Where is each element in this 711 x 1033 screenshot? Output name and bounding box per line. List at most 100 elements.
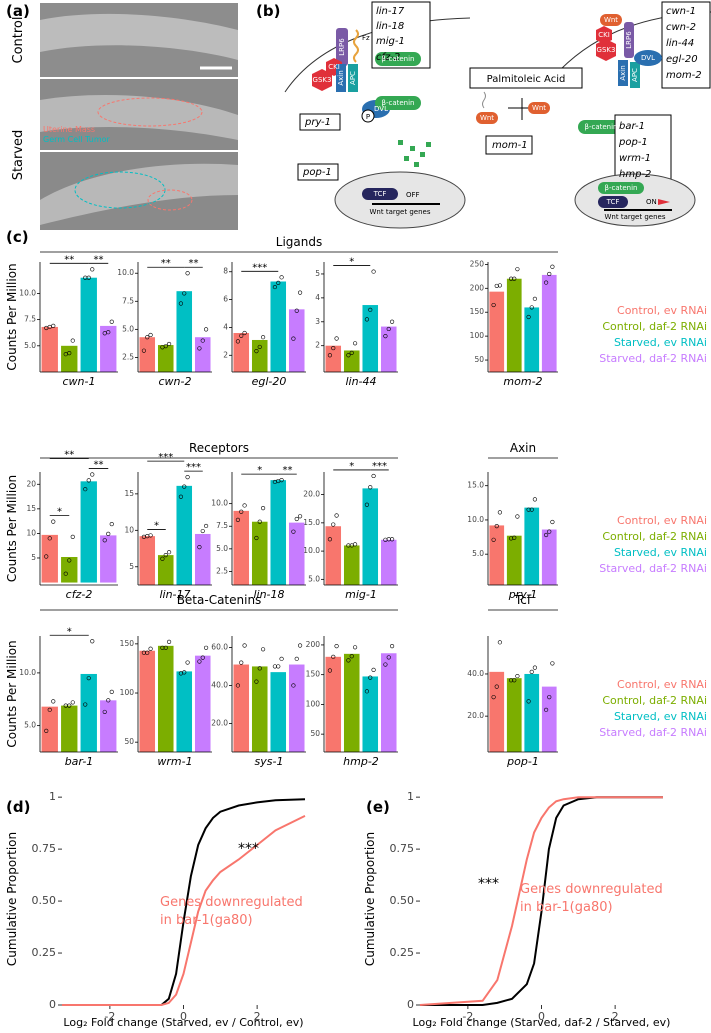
y-tick-label: 60.0 <box>211 642 228 651</box>
replicate-point <box>352 341 358 346</box>
replicate-point <box>203 523 209 529</box>
replicate-point <box>364 317 370 322</box>
y-tick-label: 8 <box>223 267 228 276</box>
replicate-point <box>349 654 354 659</box>
replicate-point <box>67 558 72 563</box>
replicate-point <box>364 689 370 694</box>
condition-label: Control <box>11 17 26 64</box>
significance-label: ** <box>94 254 104 265</box>
bar <box>233 333 250 372</box>
replicate-point <box>491 302 496 308</box>
y-tick-label: 5 <box>129 562 134 571</box>
bar <box>270 480 287 585</box>
replicate-point <box>529 507 534 512</box>
bar <box>41 706 58 752</box>
y-axis-title: Counts Per Million <box>5 475 19 582</box>
gene-label: cwn-1 <box>666 6 696 17</box>
replicate-point <box>386 655 391 660</box>
replicate-point <box>148 332 153 338</box>
replicate-point <box>86 478 91 483</box>
y-tick-label: 2 <box>315 341 320 350</box>
bar <box>233 664 250 752</box>
replicate-point <box>389 537 395 542</box>
bar <box>251 339 268 372</box>
replicate-point <box>260 335 266 340</box>
bar <box>325 656 342 752</box>
replicate-point <box>279 275 284 280</box>
y-tick-label: 20.0 <box>211 718 228 727</box>
bar <box>41 534 58 583</box>
y-tick-label: 6 <box>223 295 228 304</box>
bar <box>506 535 522 585</box>
significance-label: *** <box>158 452 173 463</box>
replicate-point <box>543 280 549 285</box>
y-tick-label: 5 <box>31 553 36 562</box>
y-tick-label: 15.0 <box>467 481 484 490</box>
replicate-point <box>44 554 49 559</box>
bar <box>251 521 268 585</box>
replicate-point <box>185 271 190 276</box>
bar <box>325 526 342 585</box>
state-label: OFF <box>406 191 420 199</box>
y-tick-label: 0.50 <box>32 894 57 907</box>
replicate-point <box>383 334 388 339</box>
x-axis-title: Log₂ Fold change (Starved, ev / Control,… <box>63 1016 303 1029</box>
bar <box>80 673 97 752</box>
bar <box>157 345 174 372</box>
protein-label: Wnt <box>480 114 494 122</box>
y-tick-label: 200 <box>470 283 485 292</box>
significance-label: *** <box>186 462 201 473</box>
replicate-point <box>529 669 534 674</box>
replicate-point <box>550 264 555 269</box>
y-tick-label: 10.0 <box>303 546 320 555</box>
annotation: Genes downregulated <box>520 882 663 897</box>
y-tick-label: 200 <box>306 640 321 649</box>
y-tick-label: 10 <box>26 528 36 537</box>
replicate-point <box>334 513 339 518</box>
y-tick-label: 15 <box>124 489 134 498</box>
replicate-point <box>276 664 281 669</box>
bar <box>380 539 397 585</box>
replicate-point <box>294 516 299 522</box>
replicate-point <box>383 662 388 667</box>
y-tick-label: 4 <box>223 322 228 331</box>
bar <box>194 655 211 752</box>
replicate-point <box>389 644 395 649</box>
y-tick-label: 7.5 <box>122 296 134 305</box>
replicate-point <box>497 283 503 288</box>
gene-label: pop-1 <box>618 137 648 148</box>
protein-label: Wnt <box>532 104 546 112</box>
panel-label: (e) <box>366 798 390 816</box>
significance-label: ** <box>189 258 199 269</box>
replicate-point <box>160 556 165 561</box>
bar <box>288 522 305 585</box>
replicate-point <box>272 284 278 290</box>
replicate-point <box>526 507 531 512</box>
y-tick-label: 0.75 <box>390 842 415 855</box>
replicate-point <box>182 670 187 675</box>
bar <box>524 307 540 372</box>
y-tick-label: 50 <box>310 729 320 738</box>
significance-label: * <box>257 465 262 476</box>
target-label: Wnt target genes <box>370 208 431 216</box>
significance-label: ** <box>283 465 293 476</box>
replicate-point <box>494 524 499 529</box>
bar <box>100 700 117 752</box>
y-tick-label: 0.50 <box>390 894 415 907</box>
bar <box>176 671 193 752</box>
replicate-point <box>106 531 111 537</box>
bar <box>61 345 78 372</box>
replicate-point <box>515 267 520 272</box>
significance-label: ** <box>64 254 74 265</box>
protein-label: β-catenin <box>381 99 414 107</box>
y-tick-label: 100 <box>470 331 485 340</box>
y-tick-label: 50 <box>124 737 134 746</box>
replicate-point <box>200 528 205 534</box>
x-axis-title: cfz-2 <box>66 588 93 601</box>
bar <box>380 653 397 752</box>
x-axis-title: cwn-1 <box>63 375 96 388</box>
x-axis-title: hmp-2 <box>343 755 379 768</box>
legend-entry: Uterine Mass <box>43 125 95 134</box>
protein-label: LRP6 <box>338 38 346 56</box>
y-tick-label: 20.0 <box>467 711 484 720</box>
